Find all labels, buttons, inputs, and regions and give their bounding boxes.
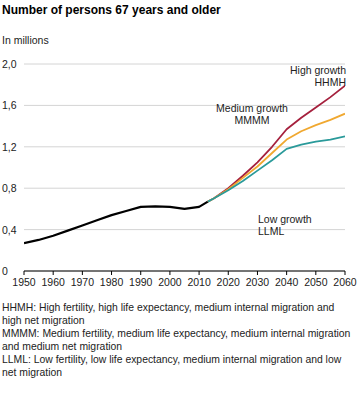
x-tick	[315, 271, 316, 275]
x-tick-label: 2030	[246, 276, 270, 288]
y-label: In millions	[2, 34, 49, 46]
x-tick-label: 1950	[12, 276, 36, 288]
series-line	[208, 86, 345, 202]
x-tick-label: 2010	[187, 276, 211, 288]
x-tick	[82, 271, 83, 275]
x-tick-label: 1960	[42, 276, 66, 288]
grid-line	[24, 271, 345, 272]
x-tick-label: 2000	[158, 276, 182, 288]
x-tick-label: 1990	[129, 276, 153, 288]
y-tick-label: 0	[2, 265, 8, 277]
x-tick-label: 2060	[333, 276, 357, 288]
series-line	[24, 202, 208, 243]
x-tick	[199, 271, 200, 275]
x-axis	[24, 271, 345, 272]
grid-line	[24, 188, 345, 189]
x-tick	[286, 271, 287, 275]
series-label: High growthHHMH	[290, 64, 346, 88]
x-tick	[257, 271, 258, 275]
series-label: Low growthLLML	[258, 213, 312, 237]
x-tick	[169, 271, 170, 275]
x-tick-label: 2020	[217, 276, 241, 288]
note: HHMH: High fertility, high life expectan…	[2, 301, 354, 327]
series-label: Medium growthMMMM	[216, 102, 288, 126]
x-tick	[24, 271, 25, 275]
y-tick-label: 1,6	[2, 99, 17, 111]
plot-area	[24, 86, 345, 243]
notes: HHMH: High fertility, high life expectan…	[2, 301, 354, 379]
y-tick-label: 1,2	[2, 141, 17, 153]
x-tick-label: 2040	[275, 276, 299, 288]
x-tick-label: 1970	[71, 276, 95, 288]
series-line	[208, 114, 345, 202]
x-tick	[111, 271, 112, 275]
grid-line	[24, 105, 345, 106]
note: MMMM: Medium fertility, medium life expe…	[2, 327, 354, 353]
x-tick	[53, 271, 54, 275]
x-tick	[140, 271, 141, 275]
y-tick-label: 0,4	[2, 224, 17, 236]
title: Number of persons 67 years and older	[2, 3, 221, 17]
y-tick-label: 2,0	[2, 58, 17, 70]
series-line	[208, 136, 345, 201]
x-tick	[228, 271, 229, 275]
y-tick-label: 0,8	[2, 182, 17, 194]
x-tick-label: 1980	[100, 276, 124, 288]
chart: Number of persons 67 years and older In m…	[0, 0, 359, 300]
x-tick-label: 2050	[304, 276, 328, 288]
x-tick	[345, 271, 346, 275]
note: LLML: Low fertility, low life expectancy…	[2, 353, 354, 379]
